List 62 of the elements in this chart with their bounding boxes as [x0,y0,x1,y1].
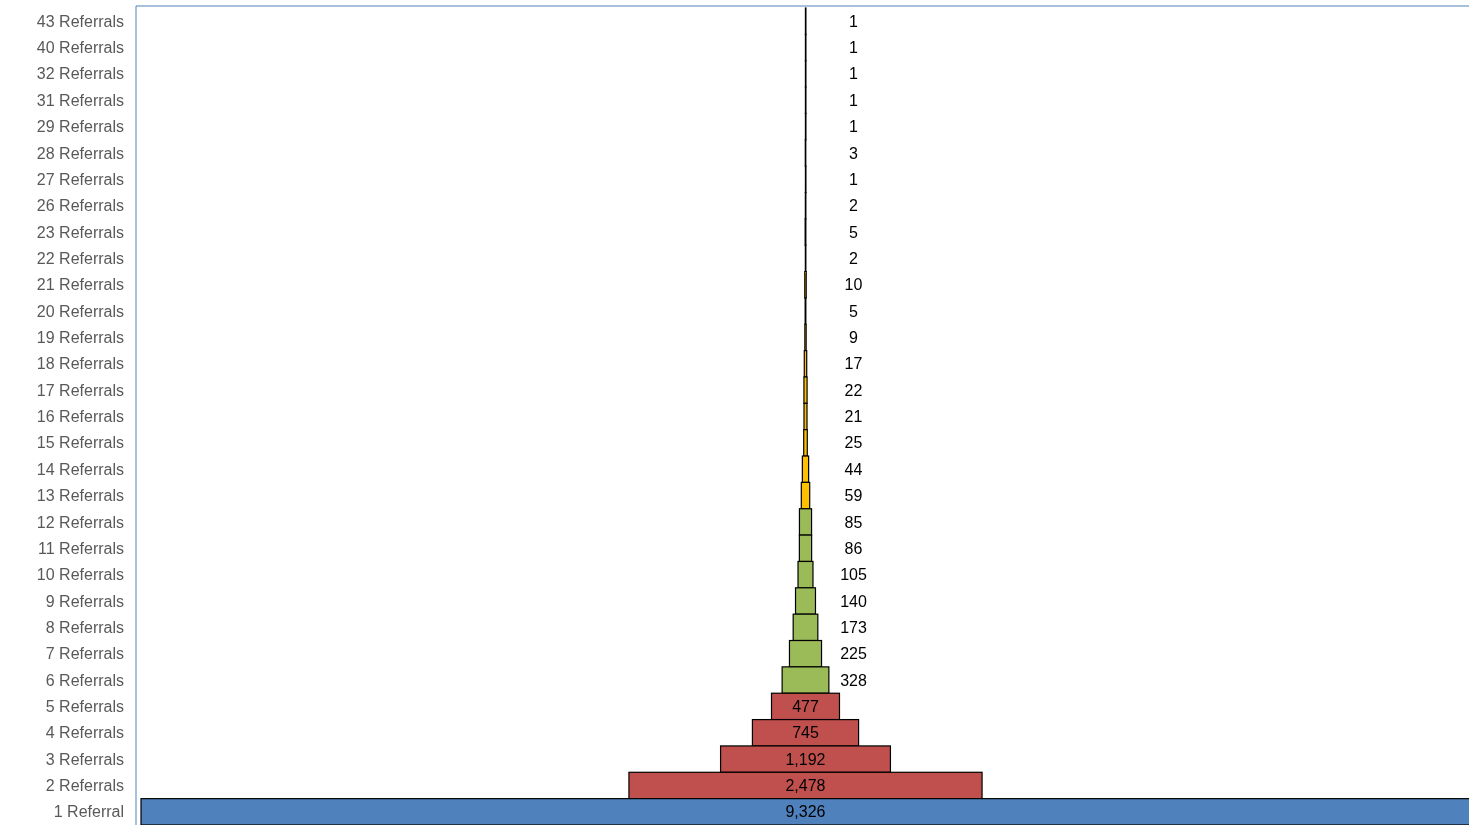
data-label: 3 [849,144,859,162]
data-label: 17 [844,355,863,373]
category-label: 3 Referrals [45,750,124,768]
category-label: 2 Referrals [45,777,124,795]
category-label: 17 Referrals [36,381,124,399]
category-label: 4 Referrals [45,724,124,742]
category-label: 23 Referrals [36,223,124,241]
category-label: 14 Referrals [36,460,124,478]
category-label: 18 Referrals [36,355,124,373]
category-label: 16 Referrals [36,408,124,426]
data-label: 225 [840,645,867,663]
data-label: 477 [792,698,819,715]
category-label: 21 Referrals [36,276,124,294]
category-label: 32 Referrals [36,65,124,83]
category-label: 6 Referrals [45,671,124,689]
data-label: 1 [849,170,859,188]
category-label: 40 Referrals [36,39,124,57]
category-label: 15 Referrals [36,434,124,452]
data-label: 5 [849,302,859,320]
category-label: 29 Referrals [36,118,124,136]
data-label: 44 [844,460,863,478]
category-label: 7 Referrals [45,645,124,663]
data-label: 9,326 [785,803,826,821]
data-label: 140 [840,592,867,610]
category-label: 22 Referrals [36,249,124,267]
category-label: 20 Referrals [36,302,124,320]
category-label: 12 Referrals [36,513,124,531]
data-label: 1 [849,118,859,136]
data-label: 86 [844,539,863,557]
data-label: 173 [840,618,867,636]
data-label: 1 [849,12,859,30]
category-label: 27 Referrals [36,170,124,188]
data-label: 85 [844,513,863,531]
data-label: 1 [849,39,859,57]
category-label: 28 Referrals [36,144,124,162]
data-label: 25 [844,434,863,452]
category-label: 19 Referrals [36,329,124,347]
data-label: 745 [792,724,819,742]
data-label: 105 [840,566,867,584]
category-label: 11 Referrals [38,539,124,557]
data-label: 9 [849,329,859,347]
data-label: 1,192 [785,750,826,768]
category-label: 8 Referrals [45,618,124,636]
category-label: 1 Referral [53,803,124,821]
data-label: 2,478 [785,777,826,795]
data-label: 21 [844,408,863,426]
data-label: 2 [849,197,859,215]
data-label: 1 [849,65,859,83]
data-label: 10 [844,276,863,294]
data-label: 5 [849,223,859,241]
data-label: 328 [840,671,867,689]
category-label: 43 Referrals [36,12,124,30]
data-label: 22 [844,381,863,399]
category-label: 10 Referrals [36,566,124,584]
data-label: 59 [844,487,863,505]
category-label: 9 Referrals [45,592,124,610]
data-label: 2 [849,249,859,267]
data-label: 1 [849,91,859,109]
category-label: 26 Referrals [36,197,124,215]
category-label: 31 Referrals [36,91,124,109]
category-label: 5 Referrals [45,698,124,715]
category-label: 13 Referrals [36,487,124,505]
